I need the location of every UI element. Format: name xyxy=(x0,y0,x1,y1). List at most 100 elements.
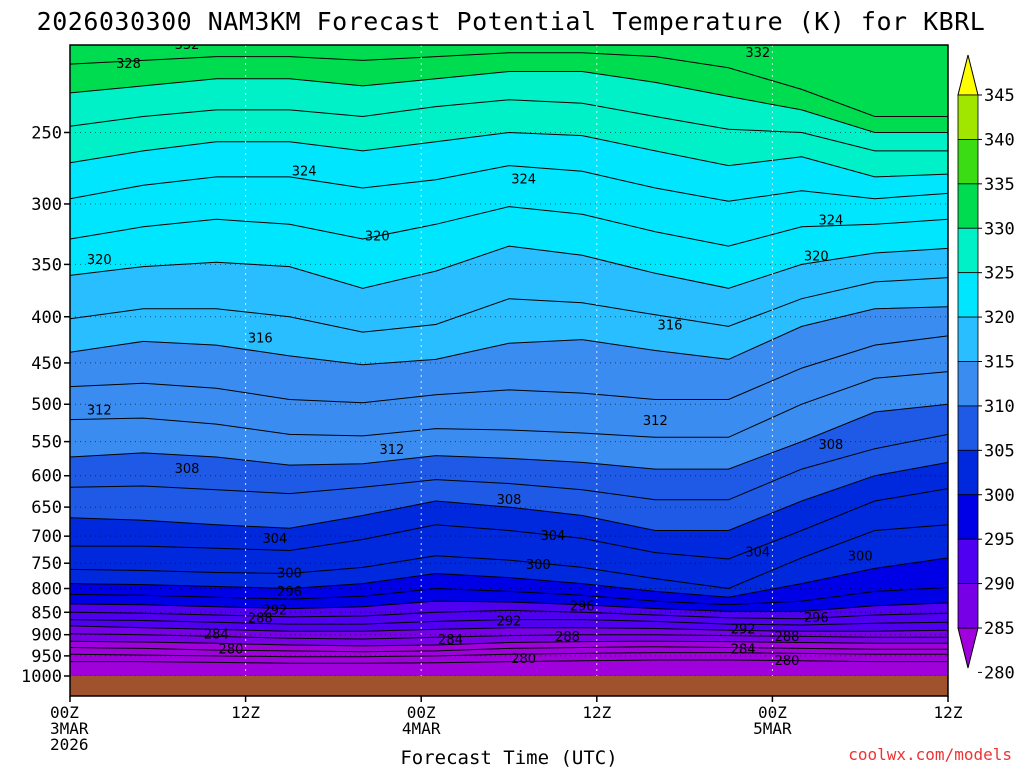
band-332 xyxy=(70,45,948,117)
contour-label: 312 xyxy=(87,403,112,418)
x-tick-label: 00Z xyxy=(407,703,436,722)
contour-label: 304 xyxy=(745,546,770,561)
colorbar-swatch xyxy=(957,272,979,318)
credit-text[interactable]: coolwx.com/models xyxy=(848,745,1012,764)
y-tick-label: 350 xyxy=(31,255,62,275)
y-tick-label: 1000 xyxy=(21,667,62,687)
contour-line-282 xyxy=(70,652,948,658)
contour-line-302 xyxy=(70,524,948,590)
x-tick-label: 00Z xyxy=(758,703,787,722)
contour-line-332 xyxy=(70,52,948,117)
contour-label: 324 xyxy=(819,214,844,229)
contour-line-330 xyxy=(70,71,948,133)
contour-label: 300 xyxy=(526,558,551,573)
contour-line-310 xyxy=(70,403,948,470)
x-tick-label: 12Z xyxy=(582,703,611,722)
contour-line-316 xyxy=(70,306,948,366)
contour-label: 332 xyxy=(175,38,200,53)
contour-label: 288 xyxy=(555,630,580,645)
colorbar-label: 325 xyxy=(984,264,1015,284)
contour-label: 304 xyxy=(262,532,287,547)
y-tick-label: 450 xyxy=(31,354,62,374)
contour-line-306 xyxy=(70,461,948,531)
colorbar-label: 345 xyxy=(984,86,1015,106)
contour-label: 324 xyxy=(292,164,317,179)
chart-title: 2026030300 NAM3KM Forecast Potential Tem… xyxy=(37,7,986,36)
contour-label: 316 xyxy=(248,332,273,347)
colorbar-swatch xyxy=(957,449,979,496)
contour-line-312 xyxy=(70,371,948,438)
contour-line-320 xyxy=(70,245,948,289)
contour-label: 284 xyxy=(731,643,756,658)
contour-label: 296 xyxy=(570,600,595,615)
x-tick-label: 4MAR xyxy=(402,719,441,738)
colorbar-label: 280 xyxy=(984,663,1015,683)
colorbar-label: 330 xyxy=(984,219,1015,239)
axes: 250 300 350 400 450 500 550 600 650 700 750 800 850 9… xyxy=(21,44,963,754)
contour-label: 280 xyxy=(219,643,244,658)
contour-label: 312 xyxy=(643,414,668,429)
colorbar-label: 285 xyxy=(984,619,1015,639)
contour-line-324 xyxy=(70,165,948,202)
colorbar-label: 310 xyxy=(984,397,1015,417)
contour-label: 288 xyxy=(775,630,800,645)
y-tick-label: 400 xyxy=(31,308,62,328)
contour-line-322 xyxy=(70,206,948,247)
contour-line-314 xyxy=(70,335,948,404)
y-tick-label: 300 xyxy=(31,195,62,215)
contour-line-296 xyxy=(70,600,948,612)
contour-label: 308 xyxy=(175,462,200,477)
colorbar-swatch xyxy=(957,94,979,140)
contour-line-298 xyxy=(70,587,948,606)
contour-line-292 xyxy=(70,619,948,626)
contour-line-300 xyxy=(70,557,948,598)
ground-strip xyxy=(70,676,948,696)
colorbar-label: 335 xyxy=(984,175,1015,195)
colorbar-swatch xyxy=(957,405,979,451)
contour-label: 320 xyxy=(804,249,829,264)
contour-label: 312 xyxy=(380,443,405,458)
contour-label: 320 xyxy=(365,230,390,245)
contour-label: 288 xyxy=(248,612,273,627)
contour-label: 296 xyxy=(277,585,302,600)
contour-label: 292 xyxy=(497,614,522,629)
y-tick-label: 950 xyxy=(31,647,62,667)
colorbar-label: 300 xyxy=(984,486,1015,506)
colorbar-top-arrow xyxy=(957,54,979,96)
colorbar-label: 305 xyxy=(984,441,1015,461)
colorbar-swatch xyxy=(957,583,979,629)
y-tick-label: 750 xyxy=(31,554,62,574)
x-tick-label: 3MAR xyxy=(50,719,89,738)
plot-frame xyxy=(69,44,949,697)
y-tick-label: 850 xyxy=(31,603,62,623)
x-axis-label: Forecast Time (UTC) xyxy=(400,747,617,768)
colorbar-label: 340 xyxy=(984,130,1015,150)
colorbar-swatch xyxy=(957,139,979,185)
colorbar-label: 290 xyxy=(984,575,1015,595)
colorbar-swatch xyxy=(957,361,979,407)
contour-label: 280 xyxy=(511,652,536,667)
x-tick-label: 12Z xyxy=(934,703,963,722)
contour-label: 332 xyxy=(745,46,770,61)
contour-label: 316 xyxy=(658,318,683,333)
contour-label: 296 xyxy=(804,611,829,626)
contour-line-318 xyxy=(70,277,948,333)
colorbar-label: 320 xyxy=(984,308,1015,328)
y-tick-label: 600 xyxy=(31,467,62,487)
contour-label: 284 xyxy=(204,628,229,643)
plot-area: 328 332 332 324 324 324 320 320 320 316 316 312 312 3… xyxy=(70,38,948,696)
contour-label: 324 xyxy=(511,173,536,188)
colorbar-label: 315 xyxy=(984,353,1015,373)
y-tick-label: 900 xyxy=(31,626,62,646)
x-tick-label: 00Z xyxy=(50,703,79,722)
contour-label: 292 xyxy=(262,603,287,618)
contour-line-328 xyxy=(70,99,948,152)
contour-label: 300 xyxy=(848,549,873,564)
x-tick-label: 2026 xyxy=(50,735,89,754)
contour-line-286 xyxy=(70,640,948,647)
contour-label: 308 xyxy=(497,493,522,508)
contour-label: 304 xyxy=(540,529,565,544)
y-tick-label: 550 xyxy=(31,433,62,453)
y-tick-label: 650 xyxy=(31,498,62,518)
